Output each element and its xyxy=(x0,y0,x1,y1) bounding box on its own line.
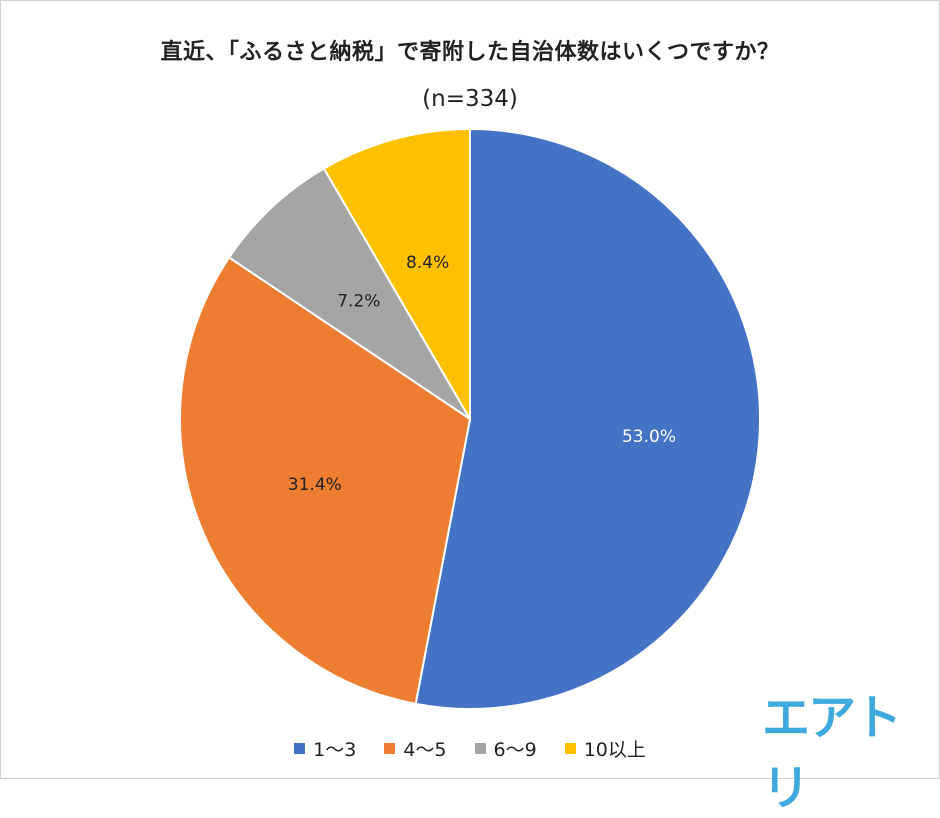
chart-title: 直近、「ふるさと納税」で寄附した自治体数はいくつですか？ xyxy=(160,40,780,65)
airtrip-logo: エアトリ xyxy=(762,690,902,816)
pie-slice-4 xyxy=(322,127,471,423)
chart-legend: 1～3 4～5 6～9 10以上 xyxy=(0,735,940,762)
legend-item-2: 4～5 xyxy=(384,735,447,762)
data-label-3: 7.2% xyxy=(337,292,380,312)
legend-swatch xyxy=(294,743,306,754)
pie-slice-2 xyxy=(179,256,472,706)
legend-label: 10以上 xyxy=(583,739,646,761)
legend-item-1: 1～3 xyxy=(294,735,356,762)
pie-slice-1 xyxy=(414,127,761,710)
legend-label: 1～3 xyxy=(313,739,357,761)
data-label-1: 53.0% xyxy=(622,427,676,447)
chart-subtitle: (n=334) xyxy=(422,86,518,112)
legend-swatch xyxy=(384,743,396,754)
legend-item-3: 6～9 xyxy=(474,735,537,762)
legend-item-4: 10以上 xyxy=(564,735,646,762)
pie-data-labels: 53.0% 31.4% 7.2% 8.4% xyxy=(288,253,676,495)
data-label-4: 8.4% xyxy=(406,253,449,273)
pie-chart: 53.0% 31.4% 7.2% 8.4% xyxy=(179,127,761,710)
pie-slice-3 xyxy=(227,167,471,420)
legend-label: 4～5 xyxy=(403,739,447,761)
pie-slices xyxy=(179,127,761,710)
legend-swatch xyxy=(564,743,576,754)
legend-label: 6～9 xyxy=(493,739,537,761)
legend-swatch xyxy=(474,743,486,754)
data-label-2: 31.4% xyxy=(288,475,342,495)
